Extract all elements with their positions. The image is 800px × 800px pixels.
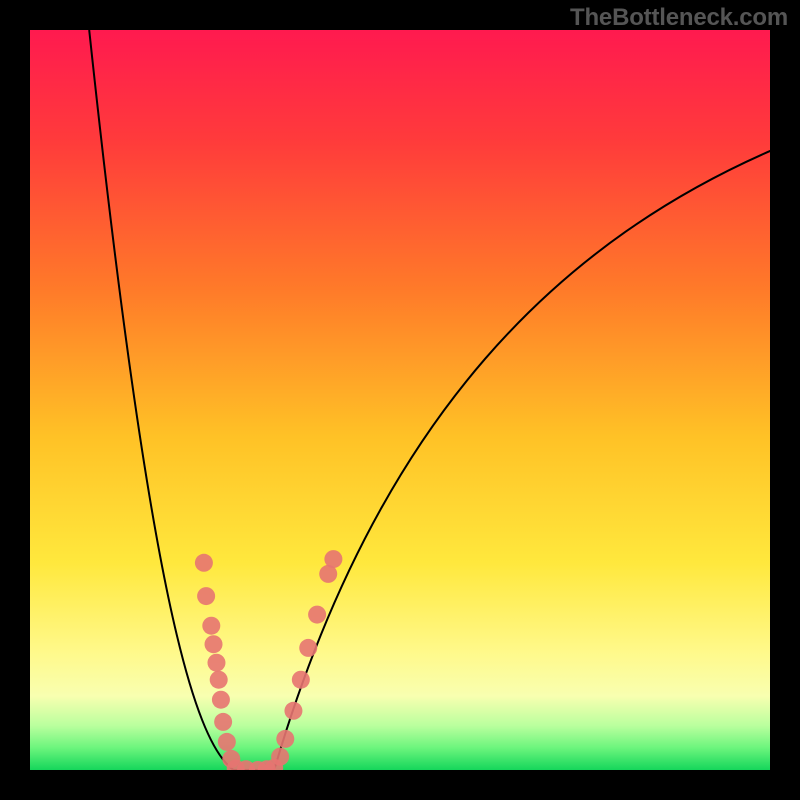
scatter-point [271, 748, 289, 766]
scatter-point [214, 713, 232, 731]
watermark-label: TheBottleneck.com [570, 4, 788, 32]
scatter-point [218, 733, 236, 751]
scatter-point [197, 587, 215, 605]
scatter-point [207, 654, 225, 672]
scatter-point [195, 554, 213, 572]
scatter-point [205, 635, 223, 653]
figure-container: TheBottleneck.com [0, 0, 800, 800]
scatter-point [292, 671, 310, 689]
scatter-point [299, 639, 317, 657]
scatter-point [308, 606, 326, 624]
scatter-point [212, 691, 230, 709]
scatter-point [324, 550, 342, 568]
scatter-point [210, 671, 228, 689]
gradient-background [30, 30, 770, 770]
scatter-point [202, 617, 220, 635]
plot-svg [0, 0, 800, 800]
scatter-point [284, 702, 302, 720]
scatter-point [276, 730, 294, 748]
